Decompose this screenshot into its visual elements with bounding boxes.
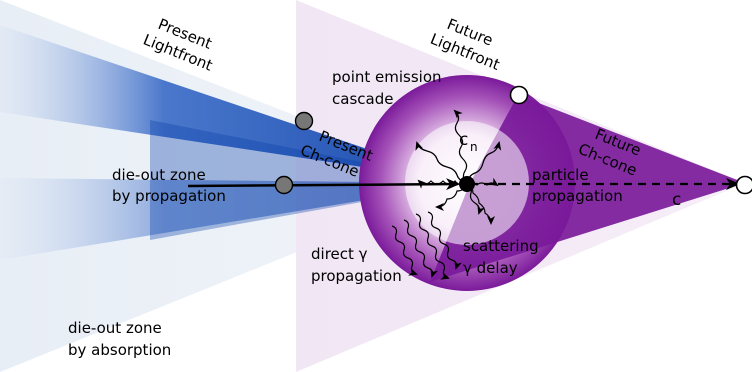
present-chcone-lower <box>0 178 468 260</box>
svg-text:propagation: propagation <box>311 267 402 285</box>
c-label: c <box>672 190 681 210</box>
svg-text:by absorption: by absorption <box>68 341 171 359</box>
svg-text:n: n <box>470 140 478 154</box>
direct-gamma-label: direct γ propagation <box>311 245 402 285</box>
particle-position-dot <box>459 176 475 192</box>
scattering-label: scattering γ delay <box>463 237 539 277</box>
svg-text:propagation: propagation <box>532 187 623 205</box>
svg-text:point emission: point emission <box>332 68 442 86</box>
future-lightfront-marker <box>509 85 529 105</box>
particle-propagation-label: particle propagation <box>532 166 623 205</box>
future-particle-marker <box>735 175 752 195</box>
svg-text:direct γ: direct γ <box>311 245 368 263</box>
present-lightfront-marker <box>294 111 314 131</box>
svg-text:c: c <box>459 130 468 150</box>
svg-text:cascade: cascade <box>332 90 393 108</box>
svg-text:particle: particle <box>532 166 589 184</box>
dieout-marker <box>274 175 294 195</box>
svg-text:by propagation: by propagation <box>112 187 226 205</box>
particle-track <box>187 178 460 191</box>
svg-text:scattering: scattering <box>463 237 539 255</box>
point-emission-label: point emission cascade <box>332 68 442 108</box>
dieout-absorption-label: die-out zone by absorption <box>68 319 171 359</box>
svg-text:die-out zone: die-out zone <box>112 166 206 184</box>
svg-text:γ delay: γ delay <box>463 259 518 277</box>
dieout-propagation-label: die-out zone by propagation <box>112 166 226 205</box>
cn-label: c n <box>459 130 478 154</box>
present-chcone-upper <box>0 25 468 183</box>
present-chcone-core <box>150 120 468 240</box>
direct-gamma-rays <box>391 211 463 280</box>
svg-text:die-out zone: die-out zone <box>68 319 162 337</box>
